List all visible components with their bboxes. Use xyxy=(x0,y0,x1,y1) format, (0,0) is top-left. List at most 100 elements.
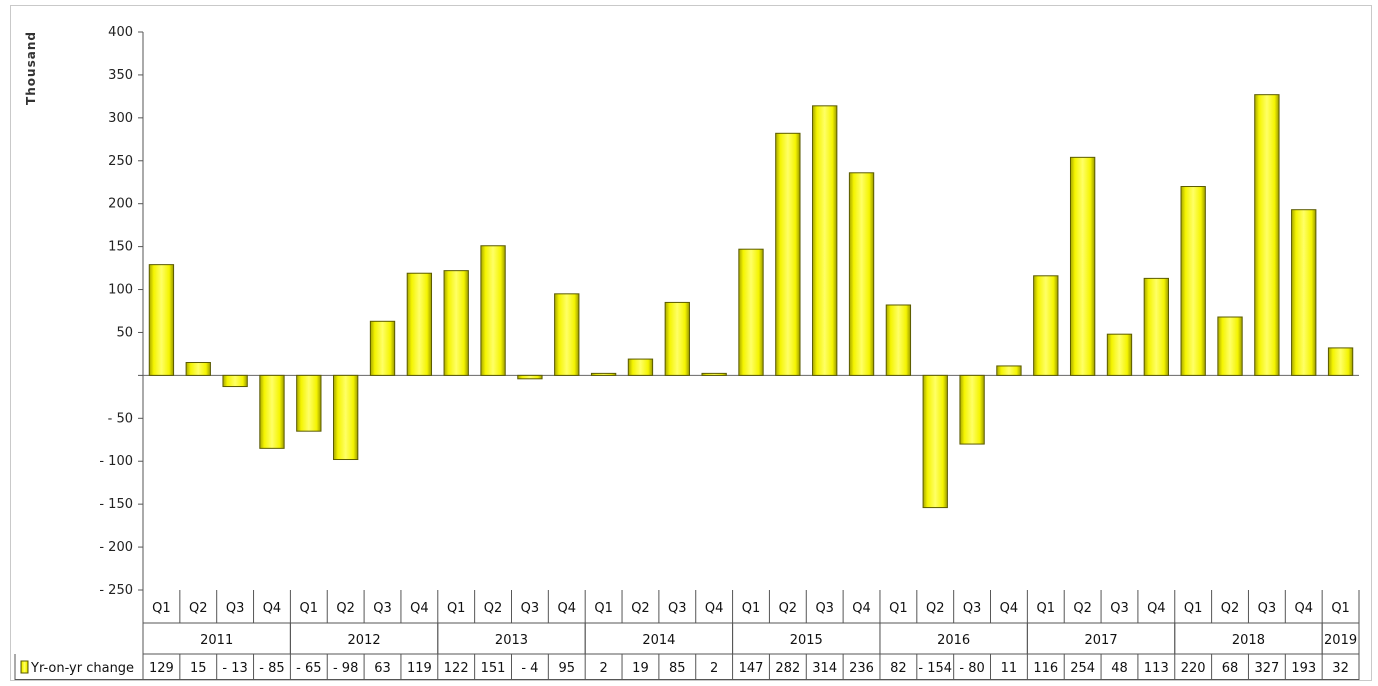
bar xyxy=(590,372,617,376)
data-value-label: 85 xyxy=(669,661,686,676)
bar xyxy=(554,293,580,376)
year-label: 2014 xyxy=(642,633,675,648)
year-label: 2015 xyxy=(790,633,823,648)
y-tick-label: - 50 xyxy=(108,411,133,426)
data-value-label: - 98 xyxy=(333,661,358,676)
data-value-label: 11 xyxy=(1001,661,1018,676)
data-value-label: - 80 xyxy=(959,661,984,676)
bar xyxy=(480,245,506,376)
bar xyxy=(369,320,396,376)
bar xyxy=(259,374,285,449)
data-value-label: - 13 xyxy=(222,661,247,676)
year-label: 2012 xyxy=(348,633,381,648)
data-value-label: 63 xyxy=(374,661,391,676)
y-tick-label: 100 xyxy=(108,283,133,298)
bar xyxy=(627,358,654,376)
data-value-label: 48 xyxy=(1111,661,1128,676)
x-tick-label: Q2 xyxy=(189,601,208,616)
y-tick-label: - 150 xyxy=(99,497,133,512)
x-tick-label: Q4 xyxy=(1294,601,1313,616)
data-value-label: 147 xyxy=(739,661,764,676)
y-tick-label: 250 xyxy=(108,154,133,169)
bar xyxy=(738,248,764,376)
x-tick-label: Q2 xyxy=(1221,601,1240,616)
x-tick-label: Q1 xyxy=(1037,601,1056,616)
x-tick-label: Q4 xyxy=(1147,601,1166,616)
bar xyxy=(1217,316,1243,376)
bar xyxy=(406,272,433,376)
x-tick-label: Q2 xyxy=(779,601,798,616)
data-value-label: 314 xyxy=(812,661,837,676)
bar xyxy=(885,304,912,376)
data-value-label: 113 xyxy=(1144,661,1169,676)
bar xyxy=(1143,277,1169,376)
bar xyxy=(996,365,1022,376)
y-tick-label: 50 xyxy=(116,325,133,340)
data-value-label: 282 xyxy=(775,661,800,676)
year-label: 2018 xyxy=(1232,633,1265,648)
x-tick-label: Q2 xyxy=(336,601,355,616)
data-value-label: - 85 xyxy=(259,661,284,676)
bar xyxy=(1291,209,1317,376)
data-value-label: 95 xyxy=(558,661,575,676)
y-tick-label: - 100 xyxy=(99,454,133,469)
x-tick-label: Q3 xyxy=(373,601,392,616)
data-value-label: 327 xyxy=(1254,661,1279,676)
x-tick-label: Q3 xyxy=(1258,601,1277,616)
x-tick-label: Q2 xyxy=(1073,601,1092,616)
x-tick-label: Q1 xyxy=(447,601,466,616)
data-value-label: 19 xyxy=(632,661,649,676)
bar xyxy=(1180,186,1206,376)
x-tick-label: Q2 xyxy=(484,601,503,616)
data-value-label: 236 xyxy=(849,661,874,676)
data-value-label: - 154 xyxy=(918,661,952,676)
y-tick-label: - 200 xyxy=(99,540,133,555)
x-tick-label: Q2 xyxy=(631,601,650,616)
bar xyxy=(848,172,875,376)
bar xyxy=(775,132,801,376)
x-tick-label: Q1 xyxy=(889,601,908,616)
data-value-label: - 4 xyxy=(521,661,538,676)
bar xyxy=(959,374,985,445)
bar xyxy=(517,374,543,380)
year-label: 2013 xyxy=(495,633,528,648)
bar xyxy=(1327,347,1354,376)
bar xyxy=(443,270,469,376)
y-tick-label: 150 xyxy=(108,240,133,255)
bar xyxy=(1254,94,1280,376)
x-tick-label: Q1 xyxy=(1184,601,1203,616)
data-value-label: 2 xyxy=(710,661,718,676)
bar xyxy=(1033,275,1059,376)
data-value-label: 151 xyxy=(481,661,506,676)
x-tick-label: Q2 xyxy=(926,601,945,616)
y-tick-label: 400 xyxy=(108,25,133,40)
x-tick-label: Q1 xyxy=(1331,601,1350,616)
bar xyxy=(1069,156,1096,376)
data-value-label: - 65 xyxy=(296,661,321,676)
y-tick-label: - 250 xyxy=(99,583,133,598)
bar xyxy=(664,301,690,376)
x-tick-label: Q3 xyxy=(963,601,982,616)
year-label: 2019 xyxy=(1324,633,1357,648)
data-value-label: 116 xyxy=(1033,661,1058,676)
x-tick-label: Q1 xyxy=(152,601,171,616)
data-value-label: 193 xyxy=(1291,661,1316,676)
year-label: 2011 xyxy=(200,633,233,648)
x-tick-label: Q3 xyxy=(668,601,687,616)
x-tick-label: Q3 xyxy=(1110,601,1129,616)
bar xyxy=(185,362,211,376)
x-tick-label: Q4 xyxy=(410,601,429,616)
legend-key xyxy=(20,660,29,674)
chart-frame: Thousand 400 350 300 250 200 150 100 50 - 50 - 10… xyxy=(10,5,1372,681)
y-tick-label: 300 xyxy=(108,111,133,126)
x-tick-label: Q1 xyxy=(742,601,761,616)
bar xyxy=(922,374,948,509)
data-value-label: 119 xyxy=(407,661,432,676)
bar xyxy=(148,264,175,376)
bar xyxy=(812,105,838,376)
bar xyxy=(701,372,727,376)
x-tick-label: Q3 xyxy=(521,601,540,616)
x-tick-label: Q1 xyxy=(594,601,613,616)
y-axis: 400 350 300 250 200 150 100 50 - 50 - 100 - 150 - 2… xyxy=(99,25,1359,598)
data-value-label: 82 xyxy=(890,661,907,676)
